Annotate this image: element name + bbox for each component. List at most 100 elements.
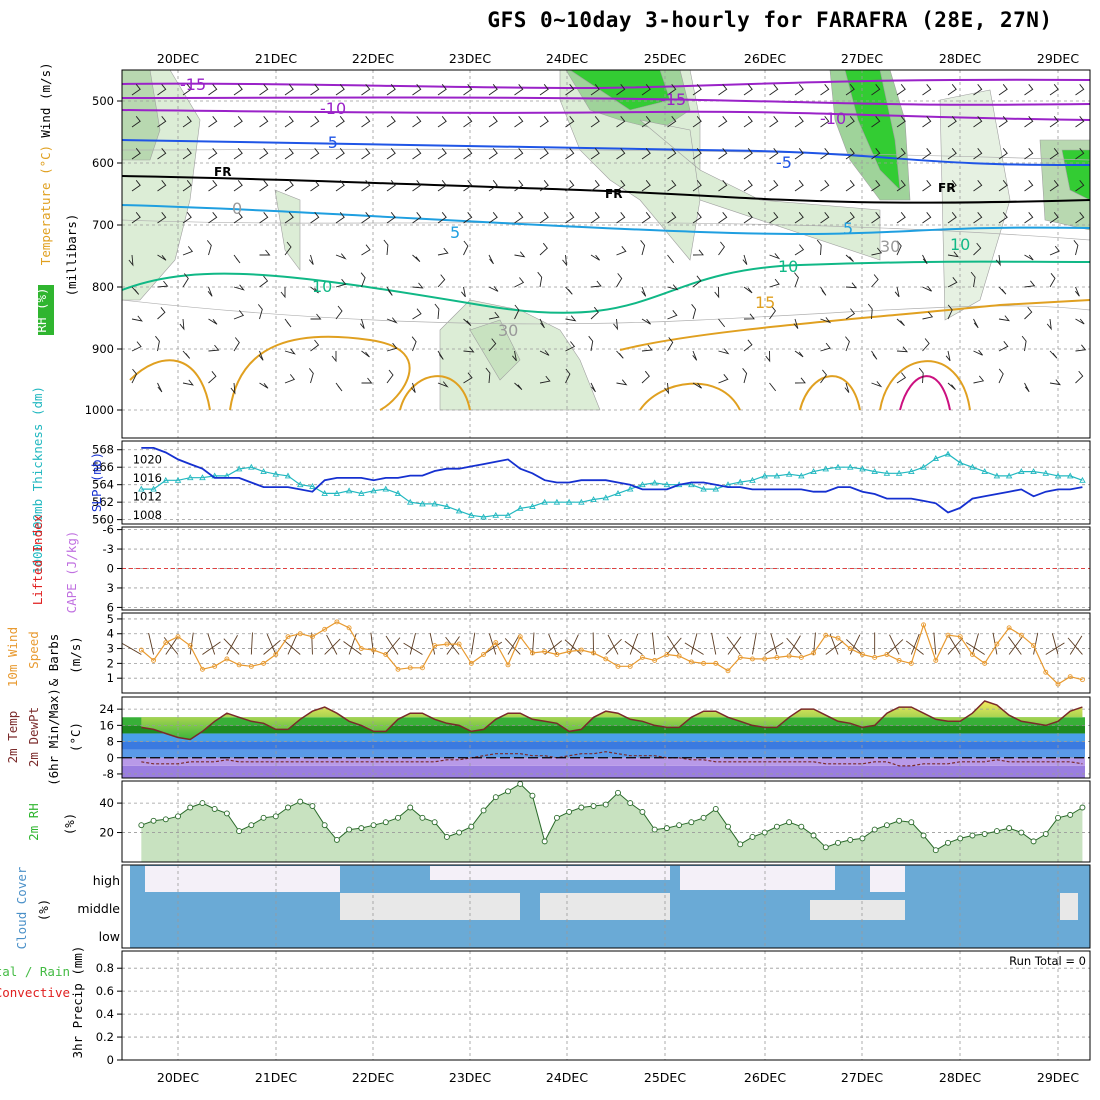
wind-barb xyxy=(692,180,702,192)
wind-barb xyxy=(131,180,141,192)
rh2m-point xyxy=(248,822,255,829)
wind-barb xyxy=(794,212,804,224)
wind-barb xyxy=(1075,318,1085,325)
wind-barb xyxy=(131,315,143,322)
wind-barb xyxy=(258,350,264,361)
wind10m-point xyxy=(566,649,572,654)
temp-band xyxy=(122,725,1085,734)
wind-barb xyxy=(896,318,905,326)
axis-label: (%) xyxy=(62,813,77,836)
wind-barb xyxy=(284,148,294,160)
wind10m-barb xyxy=(385,635,399,655)
wind-barb xyxy=(437,212,447,224)
wind-barb xyxy=(310,339,320,352)
tick-label: -6 xyxy=(103,523,114,537)
rh2m-fill xyxy=(141,783,1083,862)
thickness-point xyxy=(602,494,610,501)
wind-barb xyxy=(641,180,651,192)
wind-barb xyxy=(667,84,677,96)
wind-barb xyxy=(922,212,932,224)
panel-frame xyxy=(121,696,1091,779)
wind-barb xyxy=(692,382,702,389)
thickness-point xyxy=(736,478,744,485)
wind10m-point xyxy=(627,663,633,669)
wind10m-barb xyxy=(1067,637,1083,655)
wind-barb xyxy=(463,240,469,256)
cloud-level-label: middle xyxy=(77,901,120,916)
wind-barb xyxy=(361,377,373,384)
wind-barb xyxy=(386,148,396,160)
wind10m-point xyxy=(163,640,169,646)
wind-barb xyxy=(182,350,191,359)
wind10m-point xyxy=(309,634,315,640)
thickness-point xyxy=(993,472,1001,479)
wind-barb xyxy=(590,212,600,224)
rh2m-point xyxy=(566,808,573,815)
wind-barb xyxy=(463,372,473,384)
wind-barb xyxy=(616,273,623,288)
axis-label: (°C) xyxy=(68,722,83,752)
rh2m-point xyxy=(358,825,365,832)
wind-barb xyxy=(182,212,192,224)
wind10m-barb xyxy=(825,640,844,655)
wind10m-point xyxy=(762,656,768,662)
rh2m-point xyxy=(431,819,438,826)
wind10m-barb xyxy=(403,642,423,655)
wind-barb xyxy=(896,84,906,96)
wind-barb xyxy=(386,116,396,128)
thickness-point xyxy=(663,481,671,488)
wind-barb xyxy=(208,116,218,128)
slp-line xyxy=(141,447,1083,514)
wind-barb xyxy=(718,348,730,355)
wind-barb xyxy=(794,350,804,358)
wind10m-point xyxy=(1031,643,1037,649)
axis-label: (millibars) xyxy=(64,214,79,297)
wind-barb xyxy=(157,382,163,393)
wind-barb xyxy=(922,311,934,320)
wind-barb xyxy=(206,240,212,256)
thickness-point xyxy=(932,455,940,461)
wind-barb xyxy=(386,84,396,96)
wind10m-barb xyxy=(266,634,277,655)
wind-barb xyxy=(310,84,320,96)
wind-barb xyxy=(743,148,753,160)
wind-barb xyxy=(179,318,185,331)
wind-barb xyxy=(1075,344,1087,352)
wind-barb xyxy=(207,286,213,297)
contour-label: -10 xyxy=(820,109,846,128)
wind-barb xyxy=(794,180,804,192)
wind-barb xyxy=(1049,180,1059,192)
date-label-bottom: 26DEC xyxy=(744,1070,786,1085)
thickness-point xyxy=(272,470,280,477)
wind10m-barb xyxy=(483,641,503,655)
wind-barb xyxy=(590,84,600,96)
thickness-point xyxy=(773,472,781,479)
wind-barb xyxy=(947,148,957,160)
wind-barb xyxy=(539,148,549,160)
wind-barb xyxy=(360,272,366,288)
wind10m-barb xyxy=(905,640,924,655)
wind10m-point xyxy=(371,647,377,653)
wind10m-speed-line xyxy=(140,621,1083,685)
wind-barb xyxy=(308,254,314,265)
wind-barb xyxy=(437,350,444,360)
wind10m-point xyxy=(444,641,450,647)
wind10m-point xyxy=(468,660,474,666)
rh2m-point xyxy=(871,826,878,833)
wind10m-barb xyxy=(849,634,861,655)
contour-label: FR xyxy=(938,181,955,195)
temp-band xyxy=(122,741,1085,750)
rh2m-point xyxy=(761,829,768,836)
wind-barb xyxy=(488,338,497,352)
contour-label: 10 xyxy=(778,257,798,276)
contour-label: -5 xyxy=(776,153,792,172)
wind10m-point xyxy=(957,634,963,640)
date-label-top: 29DEC xyxy=(1037,51,1079,66)
wind-barb xyxy=(1075,148,1085,160)
wind-barb xyxy=(973,375,985,384)
rh2m-point xyxy=(1006,825,1013,832)
wind-barb xyxy=(284,84,294,96)
wind-barb xyxy=(1049,148,1059,160)
wind-barb xyxy=(537,271,543,288)
wind-barb xyxy=(463,180,473,192)
